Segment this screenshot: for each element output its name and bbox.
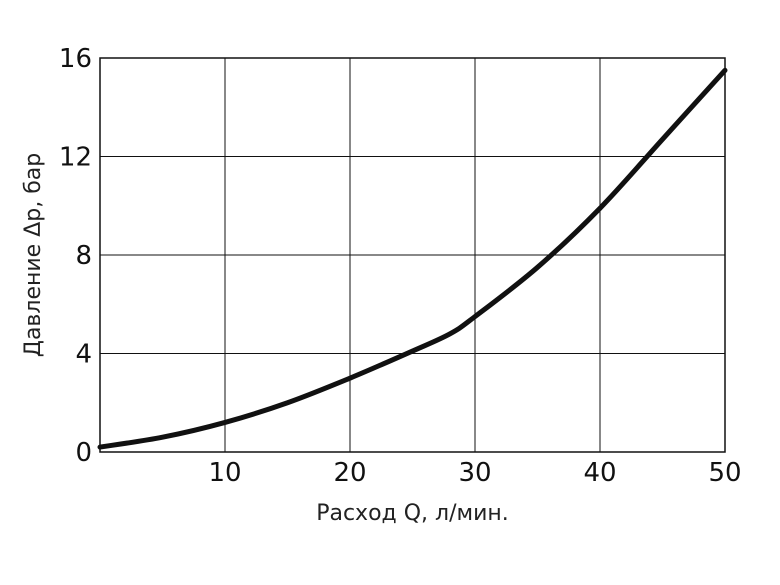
x-tick-label: 30 (458, 458, 491, 488)
x-axis-label: Расход Q, л/мин. (316, 501, 509, 526)
y-tick-label: 12 (59, 143, 92, 173)
series-layer (97, 67, 728, 450)
x-tick-label: 20 (333, 458, 366, 488)
x-tick-label: 10 (208, 458, 241, 488)
x-tick-label: 50 (708, 458, 741, 488)
y-tick-label: 8 (75, 241, 92, 271)
y-tick-labels: 0 4 8 12 16 (59, 44, 92, 468)
x-tick-labels: 10 20 30 40 50 (208, 458, 741, 488)
y-tick-label: 0 (75, 438, 92, 468)
series-line-0 (97, 67, 728, 450)
grid (100, 57, 726, 453)
plot-frame (99, 57, 726, 453)
y-axis-label: Давление Δр, бар (21, 153, 46, 357)
y-tick-label: 16 (59, 44, 92, 74)
y-tick-label: 4 (75, 340, 92, 370)
x-tick-label: 40 (583, 458, 616, 488)
